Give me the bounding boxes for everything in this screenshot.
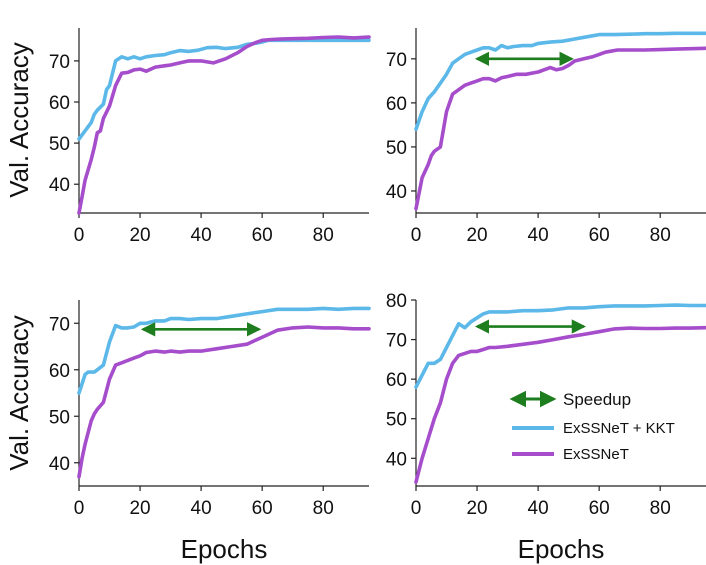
ytick-label: 50 <box>386 410 407 431</box>
ytick-label: 70 <box>386 50 407 71</box>
x-axis-label-right: Epochs <box>518 534 605 564</box>
ytick-label: 60 <box>386 370 407 391</box>
series-line-kkt <box>414 303 706 389</box>
xtick-label: 20 <box>466 498 487 519</box>
series-line-kkt <box>77 38 371 141</box>
ytick-label: 40 <box>386 182 407 203</box>
series-line-exssnet <box>414 325 706 484</box>
xtick-label-group: 0 20 40 60 80 <box>74 498 334 519</box>
xtick-label: 40 <box>191 225 212 246</box>
ytick-label: 40 <box>49 175 70 196</box>
xtick-label: 80 <box>313 225 334 246</box>
y-axis-label-bottom: Val. Accuracy <box>4 315 34 471</box>
ytick-label: 60 <box>386 94 407 115</box>
series-line-kkt <box>77 306 371 395</box>
xtick-label-group: 0 20 40 60 80 <box>411 498 671 519</box>
legend-kkt-label: ExSSNeT + KKT <box>563 420 675 437</box>
series-line-exssnet <box>414 46 706 211</box>
xtick-label: 60 <box>252 498 273 519</box>
panel-top-left: Val. Accuracy 40 50 60 70 0 20 40 60 80 <box>4 28 371 246</box>
ytick-label: 70 <box>49 314 70 335</box>
ytick-label: 50 <box>49 134 70 155</box>
legend-exssnet-label: ExSSNeT <box>563 446 629 463</box>
ytick-label: 40 <box>49 454 70 475</box>
xtick-label: 60 <box>252 225 273 246</box>
panel-top-right: 40 50 60 70 0 20 40 60 80 <box>386 28 706 246</box>
series-line-exssnet <box>77 325 371 479</box>
xtick-label: 20 <box>129 225 150 246</box>
xtick-label: 20 <box>129 498 150 519</box>
ytick-label: 40 <box>386 449 407 470</box>
series-line-exssnet <box>77 35 371 215</box>
ytick-label: 70 <box>386 331 407 352</box>
ytick-label: 50 <box>386 138 407 159</box>
ytick-label-group: 40 50 60 70 <box>49 314 70 475</box>
legend: Speedup ExSSNeT + KKT ExSSNeT <box>509 390 675 463</box>
xtick-label: 80 <box>313 498 334 519</box>
xtick-label-group: 0 20 40 60 80 <box>74 225 334 246</box>
x-axis-label-left: Epochs <box>181 534 268 564</box>
xtick-label: 0 <box>74 498 85 519</box>
xtick-label: 60 <box>589 498 610 519</box>
series-line-kkt <box>414 31 706 132</box>
ytick-label: 80 <box>386 291 407 312</box>
xtick-label-group: 0 20 40 60 80 <box>411 225 671 246</box>
xtick-label: 40 <box>191 498 212 519</box>
ytick-label-group: 40 50 60 70 <box>49 52 70 196</box>
xtick-label: 40 <box>528 498 549 519</box>
ytick-label-group: 40 50 60 70 <box>386 50 407 203</box>
y-axis-label-top: Val. Accuracy <box>4 42 34 198</box>
ytick-label: 60 <box>49 93 70 114</box>
xtick-label: 0 <box>411 498 422 519</box>
legend-speedup-label: Speedup <box>563 390 631 409</box>
ytick-label: 60 <box>49 361 70 382</box>
ytick-label-group: 40 50 60 70 80 <box>386 291 407 470</box>
ytick-label: 70 <box>49 52 70 73</box>
xtick-label: 40 <box>528 225 549 246</box>
ytick-label: 50 <box>49 407 70 428</box>
xtick-label: 60 <box>589 225 610 246</box>
xtick-label: 0 <box>411 225 422 246</box>
panel-bottom-left: Val. Accuracy Epochs 40 50 60 70 0 20 40… <box>4 300 371 564</box>
xtick-label: 20 <box>466 225 487 246</box>
xtick-label: 80 <box>650 225 671 246</box>
xtick-label: 80 <box>650 498 671 519</box>
xtick-label: 0 <box>74 225 85 246</box>
panel-bottom-right: Epochs 40 50 60 70 80 0 20 40 60 80 <box>386 291 706 564</box>
